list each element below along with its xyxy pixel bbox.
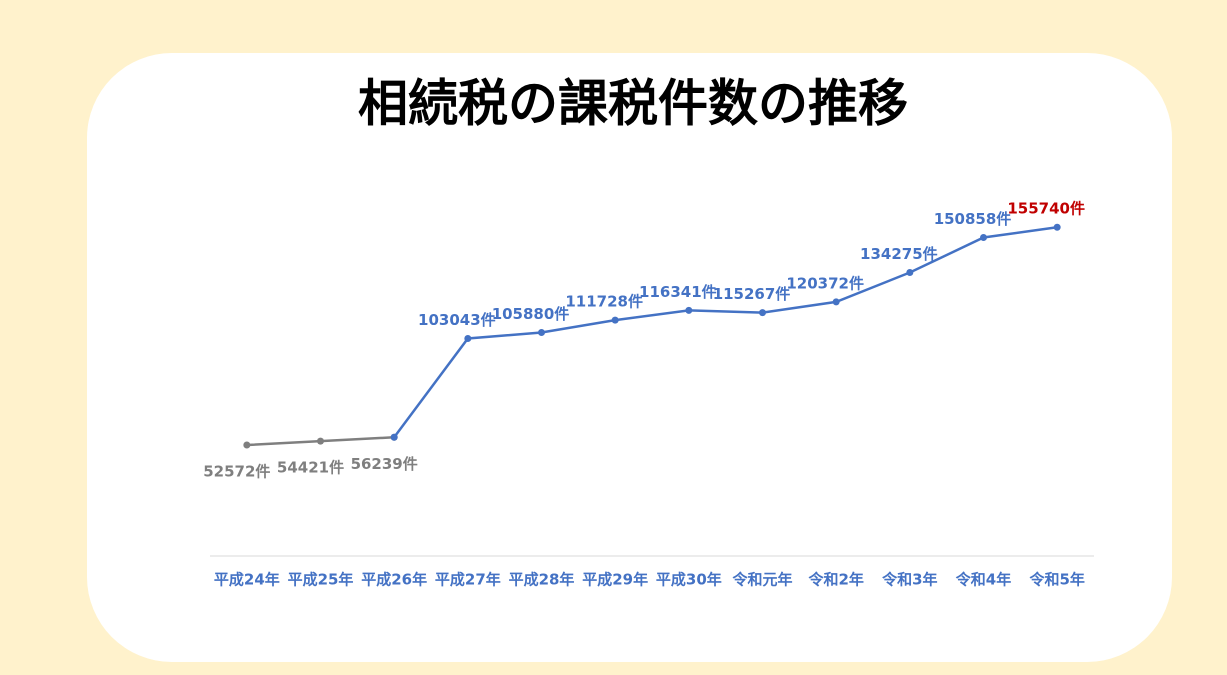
point (1053, 223, 1061, 231)
x-tick-label: 平成24年 (214, 571, 280, 589)
point (464, 334, 472, 342)
point (317, 437, 324, 445)
x-tick-label: 令和5年 (1029, 571, 1084, 589)
data-label: 150858件 (934, 210, 1012, 228)
data-label: 103043件 (418, 311, 496, 329)
x-tick-label: 平成28年 (509, 571, 575, 589)
data-label: 54421件 (277, 459, 344, 477)
point (685, 306, 693, 314)
data-label: 56239件 (351, 455, 418, 473)
point (980, 234, 987, 242)
data-label: 134275件 (860, 245, 938, 263)
data-label: 155740件 (1007, 200, 1085, 218)
x-tick-label: 平成25年 (288, 571, 354, 589)
data-label: 116341件 (639, 283, 717, 301)
x-tick-label: 平成27年 (435, 571, 501, 589)
x-tick-label: 平成26年 (361, 571, 427, 589)
x-tick-label: 令和4年 (956, 571, 1011, 589)
card (87, 53, 1172, 662)
chart-title: 相続税の課税件数の推移 (358, 75, 908, 133)
point (243, 441, 251, 449)
data-label: 120372件 (786, 274, 864, 292)
point (611, 316, 619, 324)
x-tick-label: 平成30年 (656, 571, 722, 589)
line (393, 225, 1058, 439)
point (390, 433, 398, 441)
x-tick-label: 令和2年 (808, 571, 863, 589)
data-label: 52572件 (203, 463, 270, 481)
data-label: 115267件 (713, 285, 791, 303)
point (906, 269, 914, 277)
x-tick-label: 平成29年 (582, 571, 648, 589)
point (759, 309, 766, 317)
point (832, 298, 840, 306)
data-label: 105880件 (492, 305, 570, 323)
point (538, 328, 545, 336)
x-tick-label: 令和3年 (882, 571, 937, 589)
x-tick-label: 令和元年 (732, 571, 792, 589)
data-label: 111728件 (565, 293, 643, 311)
